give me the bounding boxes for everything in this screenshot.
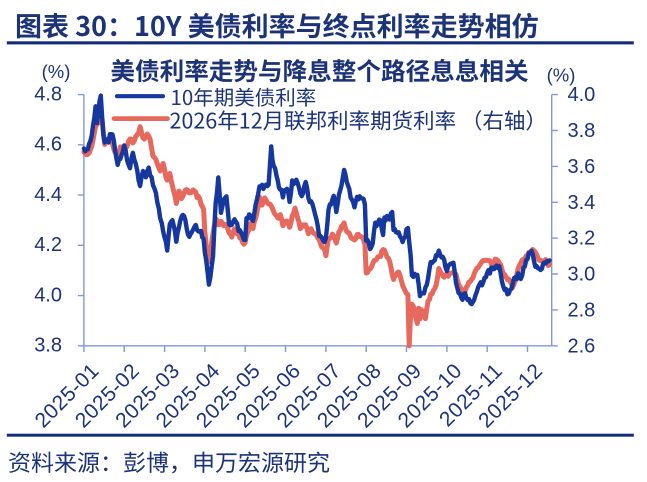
svg-text:4.0: 4.0 [568, 84, 596, 106]
svg-text:2.8: 2.8 [568, 299, 596, 321]
svg-text:4.8: 4.8 [34, 83, 62, 105]
svg-text:(%): (%) [42, 61, 71, 82]
svg-text:2.6: 2.6 [568, 335, 596, 357]
svg-text:4.4: 4.4 [34, 184, 62, 206]
svg-text:4.6: 4.6 [34, 134, 62, 156]
svg-text:3.8: 3.8 [568, 120, 596, 142]
svg-text:3.6: 3.6 [568, 156, 596, 178]
svg-text:4.2: 4.2 [34, 234, 62, 256]
svg-text:3.2: 3.2 [568, 228, 596, 250]
svg-text:4.0: 4.0 [34, 284, 62, 306]
svg-text:3.8: 3.8 [34, 335, 62, 357]
svg-text:(%): (%) [547, 65, 576, 86]
svg-text:3.0: 3.0 [568, 264, 596, 286]
svg-text:3.4: 3.4 [568, 192, 596, 214]
